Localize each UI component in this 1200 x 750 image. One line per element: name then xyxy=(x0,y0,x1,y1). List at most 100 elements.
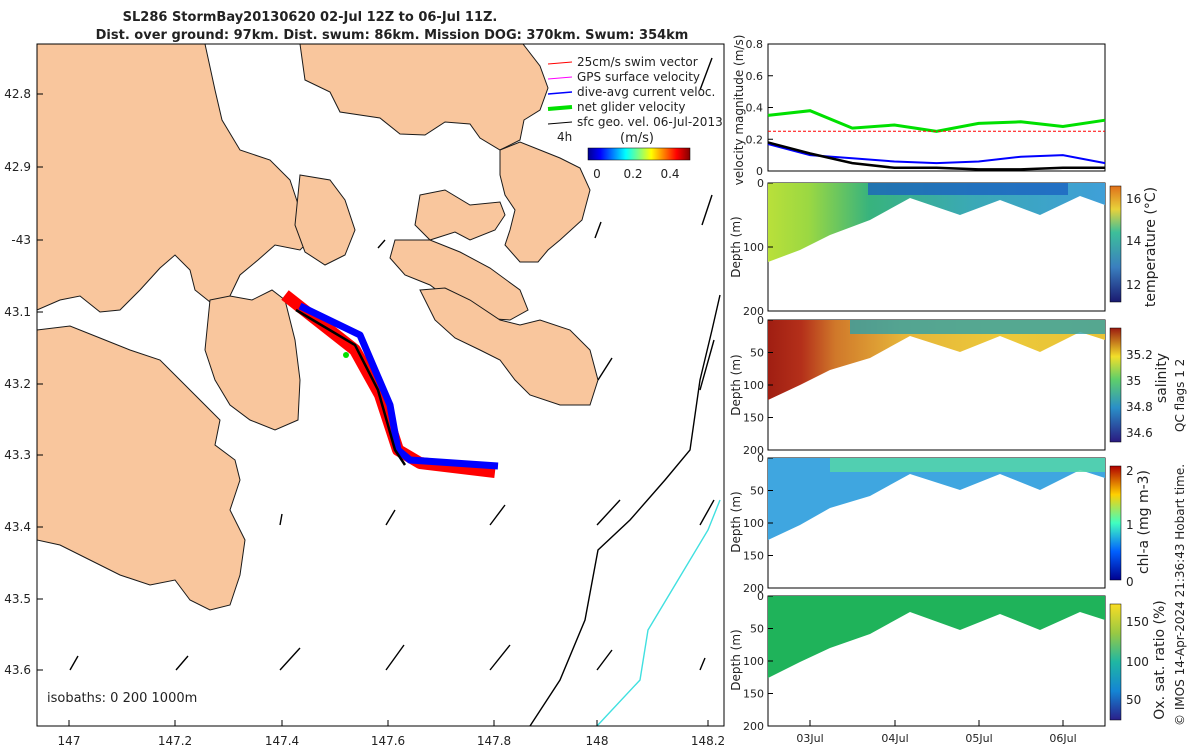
salinity-cbar-tick-2: 34.8 xyxy=(1126,400,1153,414)
chla-ytick-label-4: 200 xyxy=(743,582,764,595)
map-lon-label-2: 147.4 xyxy=(265,734,299,748)
legend-label-swim: 25cm/s swim vector xyxy=(577,55,698,69)
temperature-colorbar-label: temperature (°C) xyxy=(1143,187,1159,307)
legend-swatch-net xyxy=(547,105,573,111)
velocity-ytick-label-2: 0.4 xyxy=(746,102,764,115)
map-colorbar xyxy=(587,147,691,161)
oxygen-section xyxy=(768,596,1105,678)
chla-cbar-tick-0: 2 xyxy=(1126,464,1134,478)
oxygen-cbar-tick-2: 50 xyxy=(1126,693,1141,707)
temperature-section xyxy=(768,183,1105,262)
velocity-series-2 xyxy=(767,141,1105,171)
temperature-cbar-tick-2: 12 xyxy=(1126,278,1141,292)
temperature-cbar-tick-1: 14 xyxy=(1126,234,1141,248)
oxygen-ytick-label-2: 100 xyxy=(743,655,764,668)
figure-title-line-1: SL286 StormBay20130620 02-Jul 12Z to 06-… xyxy=(123,10,498,25)
temperature-colorbar xyxy=(1109,185,1122,303)
imos-credit: © IMOS 14-Apr-2024 21:36:43 Hobart time. xyxy=(1173,464,1187,726)
chla-colorbar-label: chl-a (mg m-3) xyxy=(1136,470,1152,574)
salinity-ytick-label-4: 200 xyxy=(743,444,764,457)
temperature-y-ticks: 0 100 200 xyxy=(743,177,773,318)
oxygen-cbar-tick-1: 100 xyxy=(1126,655,1149,669)
map-lon-label-3: 147.6 xyxy=(371,734,405,748)
velocity-y-label: velocity magnitude (m/s) xyxy=(732,35,746,186)
map-colorbar-tick-0: 0 xyxy=(593,167,601,181)
velocity-panel-frame xyxy=(767,43,1106,172)
oxygen-ytick-label-0: 0 xyxy=(757,590,764,603)
temperature-ytick-label-0: 0 xyxy=(757,177,764,190)
map-lat-label-2: -43 xyxy=(11,233,31,247)
time-axis: 03Jul 04Jul 05Jul 06Jul xyxy=(796,720,1077,745)
map-frame xyxy=(36,43,725,727)
salinity-ytick-label-0: 0 xyxy=(757,314,764,327)
salinity-cbar-tick-0: 35.2 xyxy=(1126,348,1153,362)
map-lon-label-6: 148.2 xyxy=(691,734,725,748)
track-net-path xyxy=(295,308,407,466)
velocity-series xyxy=(767,109,1106,171)
legend-swatch-swim xyxy=(547,61,573,65)
velocity-ytick-label-4: 0.8 xyxy=(746,38,764,51)
temperature-y-label: Depth (m) xyxy=(729,216,743,277)
oxygen-colorbar-label: Ox. sat. ratio (%) xyxy=(1152,600,1168,719)
map-lat-label-0: 42.8 xyxy=(4,87,31,101)
temperature-ytick-label-2: 200 xyxy=(743,305,764,318)
time-label-0: 03Jul xyxy=(796,732,823,745)
legend-swatch-gps xyxy=(547,76,573,80)
legend-label-gps: GPS surface velocity xyxy=(577,70,700,84)
map-isobaths-label: isobaths: 0 200 1000m xyxy=(47,691,197,706)
track-net-velocity-marker xyxy=(343,352,349,358)
oxygen-ytick-label-3: 150 xyxy=(743,688,764,701)
salinity-y-label: Depth (m) xyxy=(729,354,743,415)
map-lat-label-5: 43.3 xyxy=(4,448,31,462)
salinity-colorbar xyxy=(1109,327,1122,443)
oxygen-ytick-label-1: 50 xyxy=(750,623,764,636)
map-panel: 25cm/s swim vector GPS surface velocity … xyxy=(4,43,725,748)
chla-panel: 0 50 100 150 200 Depth (m) chl-a (mg m-3) xyxy=(729,452,1152,595)
map-lat-label-3: 43.1 xyxy=(4,305,31,319)
chla-cbar-tick-1: 1 xyxy=(1126,518,1134,532)
velocity-series-0 xyxy=(767,109,1106,133)
chla-ytick-label-0: 0 xyxy=(757,452,764,465)
oxygen-ytick-label-4: 200 xyxy=(743,720,764,733)
colorbar-ticks: 16 14 12 35.2 35 34.8 34.6 2 1 0 150 100 50 xyxy=(1126,192,1153,707)
chla-ytick-label-3: 150 xyxy=(743,550,764,563)
chla-cbar-tick-2: 0 xyxy=(1126,575,1134,589)
map-axis-ticks: 147 147.2 147.4 147.6 147.8 148 148.2 42.8 42.9 -… xyxy=(4,87,725,748)
legend-scale-label: 4h xyxy=(557,130,572,144)
salinity-y-ticks: 0 50 100 150 200 xyxy=(743,314,773,457)
velocity-y-ticks: 0 0.2 0.4 0.6 0.8 xyxy=(746,38,773,178)
chla-colorbar xyxy=(1109,465,1122,581)
salinity-colorbar-label: salinity xyxy=(1154,353,1170,403)
map-legend: 25cm/s swim vector GPS surface velocity … xyxy=(547,55,723,181)
temperature-panel: 0 100 200 Depth (m) temperature (°C) xyxy=(729,177,1159,318)
temperature-surface-cool-layer xyxy=(868,183,1068,195)
temperature-ytick-label-1: 100 xyxy=(743,241,764,254)
oxygen-colorbar xyxy=(1109,603,1122,721)
salinity-ytick-label-3: 150 xyxy=(743,412,764,425)
map-land xyxy=(36,43,599,611)
chla-surface-layer xyxy=(830,458,1105,472)
time-label-2: 05Jul xyxy=(965,732,992,745)
map-lat-label-7: 43.5 xyxy=(4,592,31,606)
salinity-panel: 0 50 100 150 200 Depth (m) salinity xyxy=(729,314,1170,457)
temperature-cbar-tick-0: 16 xyxy=(1126,192,1141,206)
map-colorbar-tick-1: 0.2 xyxy=(623,167,642,181)
salinity-ytick-label-2: 100 xyxy=(743,379,764,392)
map-lat-label-4: 43.2 xyxy=(4,377,31,391)
map-lon-label-5: 148 xyxy=(586,734,609,748)
map-lon-label-4: 147.8 xyxy=(477,734,511,748)
map-colorbar-unit: (m/s) xyxy=(620,131,654,146)
figure-title-line-2: Dist. over ground: 97km. Dist. swum: 86k… xyxy=(96,28,689,43)
salinity-cbar-tick-1: 35 xyxy=(1126,374,1141,388)
map-current-arrows xyxy=(69,57,715,671)
oxygen-cbar-tick-0: 150 xyxy=(1126,615,1149,629)
map-lat-label-8: 43.6 xyxy=(4,663,31,677)
velocity-ytick-label-3: 0.6 xyxy=(746,70,764,83)
oxygen-y-ticks: 0 50 100 150 200 xyxy=(743,590,773,733)
velocity-ytick-label-0: 0 xyxy=(756,165,763,178)
salinity-ytick-label-1: 50 xyxy=(750,347,764,360)
chla-y-ticks: 0 50 100 150 200 xyxy=(743,452,773,595)
map-lat-label-1: 42.9 xyxy=(4,160,31,174)
legend-swatch-dive-avg xyxy=(547,91,573,95)
